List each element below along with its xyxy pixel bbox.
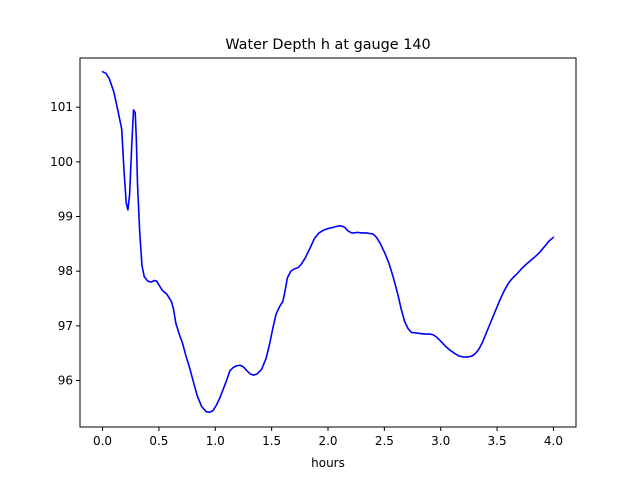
x-tick-label: 4.0 [544, 434, 563, 448]
series-line-0 [101, 70, 555, 414]
x-axis: 0.0 0.5 1.0 1.5 2.0 2.5 3.0 3.5 4.0 [93, 427, 563, 448]
x-axis-label: hours [311, 456, 345, 470]
x-tick-label: 2.5 [375, 434, 394, 448]
x-tick-label: 3.0 [431, 434, 450, 448]
x-tick-label: 0.5 [149, 434, 168, 448]
x-tick-label: 1.5 [262, 434, 281, 448]
x-tick-label: 2.0 [318, 434, 337, 448]
y-tick-label: 97 [58, 319, 73, 333]
chart-title: Water Depth h at gauge 140 [225, 37, 430, 53]
plot-area [80, 58, 576, 427]
y-axis: 96 97 98 99 100 101 [50, 100, 80, 388]
y-tick-label: 100 [50, 155, 73, 169]
series-layer [101, 70, 555, 414]
y-tick-label: 98 [58, 264, 73, 278]
y-tick-label: 101 [50, 100, 73, 114]
x-tick-label: 0.0 [93, 434, 112, 448]
x-tick-label: 3.5 [488, 434, 507, 448]
y-tick-label: 96 [58, 374, 73, 388]
y-tick-label: 99 [58, 210, 73, 224]
x-tick-label: 1.0 [206, 434, 225, 448]
